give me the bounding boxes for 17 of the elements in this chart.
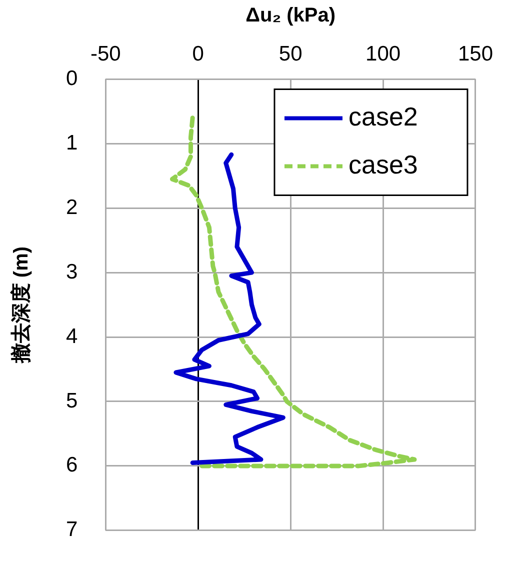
y-tick-label: 6 xyxy=(66,454,78,477)
legend-label: case2 xyxy=(348,101,418,132)
y-tick-label: 1 xyxy=(66,131,78,154)
x-tick-label: 50 xyxy=(278,42,302,66)
x-tick-label: 150 xyxy=(458,42,494,66)
y-tick-label: 4 xyxy=(66,324,78,348)
x-tick-label: 100 xyxy=(366,42,401,66)
y-axis-title: 撤去深度 (m) xyxy=(10,246,33,364)
x-tick-label: 0 xyxy=(192,42,204,66)
x-axis-title: Δu₂ (kPa) xyxy=(246,4,336,27)
y-tick-label: 3 xyxy=(66,260,78,284)
x-tick-label: -50 xyxy=(90,42,121,66)
y-tick-label: 5 xyxy=(66,389,78,412)
y-tick-label: 2 xyxy=(66,196,78,219)
y-tick-label: 7 xyxy=(66,518,78,542)
legend-label: case3 xyxy=(348,149,418,180)
y-tick-label: 0 xyxy=(66,66,78,90)
